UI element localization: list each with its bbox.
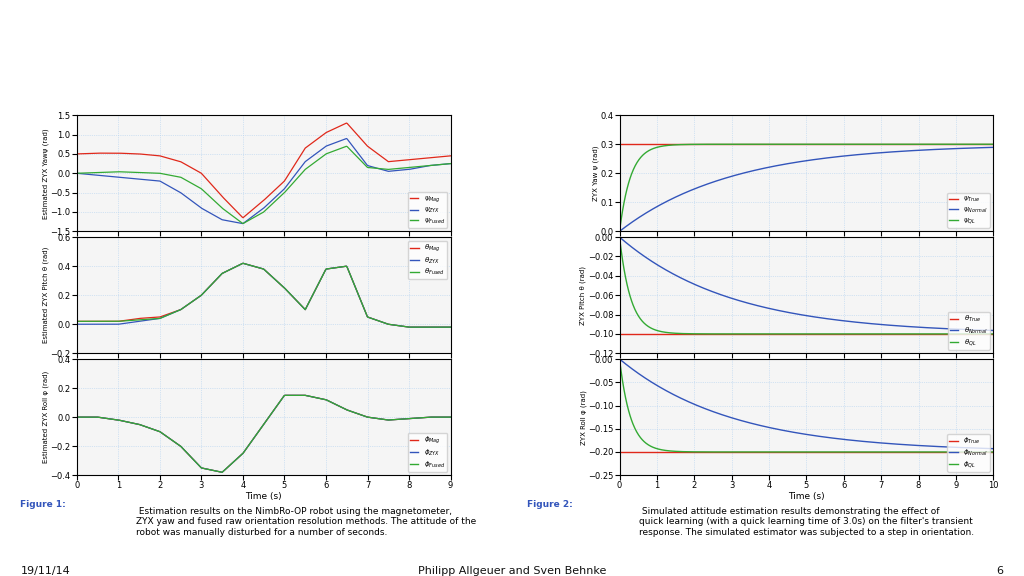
X-axis label: Time (s): Time (s) — [246, 492, 282, 501]
Legend: $\theta_{Mag}$, $\theta_{ZYX}$, $\theta_{Fused}$: $\theta_{Mag}$, $\theta_{ZYX}$, $\theta_… — [409, 241, 447, 279]
Text: Figure 2:: Figure 2: — [527, 500, 572, 509]
Text: 6: 6 — [996, 566, 1004, 576]
Legend: $\psi_{True}$, $\psi_{Normal}$, $\psi_{QL}$: $\psi_{True}$, $\psi_{Normal}$, $\psi_{Q… — [947, 193, 990, 228]
Text: Experimental Results: Experimental Results — [445, 90, 579, 104]
Text: Philipp Allgeuer and Sven Behnke: Philipp Allgeuer and Sven Behnke — [418, 566, 606, 576]
Y-axis label: Estimated ZYX Yawψ (rad): Estimated ZYX Yawψ (rad) — [43, 128, 49, 219]
Legend: $\phi_{True}$, $\phi_{Normal}$, $\phi_{QL}$: $\phi_{True}$, $\phi_{Normal}$, $\phi_{Q… — [947, 434, 990, 472]
Y-axis label: Estimated ZYX Roll φ (rad): Estimated ZYX Roll φ (rad) — [43, 371, 49, 463]
Text: Robust Sensor Fusion for Robot Attitude Estimation: Robust Sensor Fusion for Robot Attitude … — [191, 25, 833, 50]
Text: Simulated attitude estimation results demonstrating the effect of
quick learning: Simulated attitude estimation results de… — [639, 507, 975, 537]
Y-axis label: ZYX Yaw ψ (rad): ZYX Yaw ψ (rad) — [592, 146, 599, 201]
Y-axis label: ZYX Roll φ (rad): ZYX Roll φ (rad) — [580, 390, 587, 445]
Y-axis label: Estimated ZYX Pitch θ (rad): Estimated ZYX Pitch θ (rad) — [43, 247, 49, 343]
Y-axis label: ZYX Pitch θ (rad): ZYX Pitch θ (rad) — [580, 266, 587, 325]
Text: 19/11/14: 19/11/14 — [20, 566, 71, 576]
Legend: $\theta_{True}$, $\theta_{Normal}$, $\theta_{QL}$: $\theta_{True}$, $\theta_{Normal}$, $\th… — [947, 312, 990, 350]
Text: Estimation results on the NimbRo-OP robot using the magnetometer,
ZYX yaw and fu: Estimation results on the NimbRo-OP robo… — [135, 507, 476, 537]
Text: Figure 1:: Figure 1: — [20, 500, 66, 509]
X-axis label: Time (s): Time (s) — [788, 492, 824, 501]
Legend: $\phi_{Mag}$, $\phi_{ZYX}$, $\phi_{Fused}$: $\phi_{Mag}$, $\phi_{ZYX}$, $\phi_{Fused… — [408, 433, 447, 472]
Legend: $\psi_{Mag}$, $\psi_{ZYX}$, $\psi_{Fused}$: $\psi_{Mag}$, $\psi_{ZYX}$, $\psi_{Fused… — [408, 192, 447, 228]
